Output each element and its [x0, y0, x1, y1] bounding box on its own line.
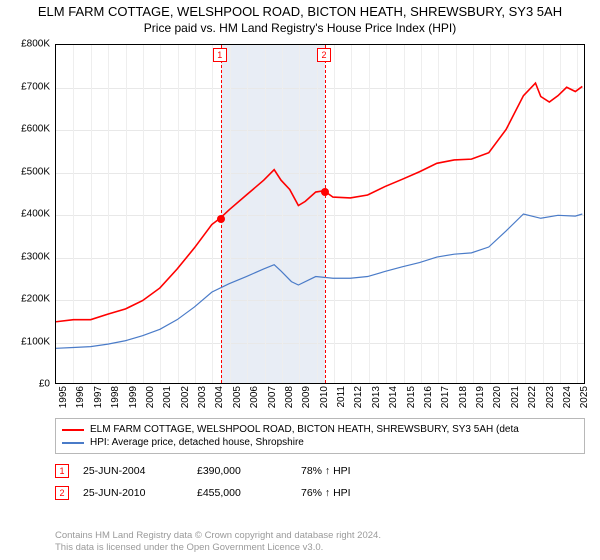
page-title: ELM FARM COTTAGE, WELSHPOOL ROAD, BICTON…: [0, 0, 600, 19]
transaction-row: 2 25-JUN-2010 £455,000 76% ↑ HPI: [55, 482, 585, 504]
xtick-label: 2007: [267, 386, 278, 416]
xtick-label: 2015: [406, 386, 417, 416]
xtick-label: 2018: [458, 386, 469, 416]
marker-dot: [217, 215, 225, 223]
xtick-label: 2000: [145, 386, 156, 416]
xtick-label: 2021: [510, 386, 521, 416]
xtick-label: 2019: [475, 386, 486, 416]
xtick-label: 2013: [371, 386, 382, 416]
xtick-label: 2001: [162, 386, 173, 416]
xtick-label: 2009: [301, 386, 312, 416]
xtick-label: 2006: [249, 386, 260, 416]
ytick-label: £800K: [5, 39, 50, 50]
ytick-label: £700K: [5, 81, 50, 92]
ytick-label: £500K: [5, 166, 50, 177]
legend-item: ELM FARM COTTAGE, WELSHPOOL ROAD, BICTON…: [62, 423, 578, 436]
transaction-hpi: 76% ↑ HPI: [301, 487, 381, 499]
ytick-label: £0: [5, 379, 50, 390]
xtick-label: 1999: [128, 386, 139, 416]
ytick-label: £200K: [5, 294, 50, 305]
transaction-number: 2: [55, 486, 69, 500]
xtick-label: 2017: [440, 386, 451, 416]
xtick-label: 2005: [232, 386, 243, 416]
marker-box: 2: [317, 48, 331, 62]
transaction-date: 25-JUN-2010: [83, 487, 183, 499]
xtick-label: 2004: [214, 386, 225, 416]
xtick-label: 2023: [545, 386, 556, 416]
xtick-label: 1998: [110, 386, 121, 416]
transaction-date: 25-JUN-2004: [83, 465, 183, 477]
legend-label: HPI: Average price, detached house, Shro…: [90, 437, 304, 448]
xtick-label: 2002: [180, 386, 191, 416]
ytick-label: £600K: [5, 124, 50, 135]
marker-box: 1: [213, 48, 227, 62]
xtick-label: 1995: [58, 386, 69, 416]
series-hpi: [56, 214, 582, 348]
xtick-label: 2003: [197, 386, 208, 416]
ytick-label: £400K: [5, 209, 50, 220]
legend-item: HPI: Average price, detached house, Shro…: [62, 436, 578, 449]
chart: [55, 44, 585, 384]
xtick-label: 2010: [319, 386, 330, 416]
xtick-label: 2016: [423, 386, 434, 416]
xtick-label: 2012: [353, 386, 364, 416]
xtick-label: 2014: [388, 386, 399, 416]
legend-swatch: [62, 442, 84, 444]
xtick-label: 1997: [93, 386, 104, 416]
xtick-label: 2025: [579, 386, 590, 416]
xtick-label: 2024: [562, 386, 573, 416]
xtick-label: 2008: [284, 386, 295, 416]
footnote-line: This data is licensed under the Open Gov…: [55, 542, 381, 554]
transaction-row: 1 25-JUN-2004 £390,000 78% ↑ HPI: [55, 460, 585, 482]
transaction-price: £455,000: [197, 487, 287, 499]
transaction-hpi: 78% ↑ HPI: [301, 465, 381, 477]
ytick-label: £300K: [5, 251, 50, 262]
transaction-number: 1: [55, 464, 69, 478]
xtick-label: 2011: [336, 386, 347, 416]
transactions-table: 1 25-JUN-2004 £390,000 78% ↑ HPI 2 25-JU…: [55, 460, 585, 504]
marker-dot: [321, 188, 329, 196]
xtick-label: 2020: [492, 386, 503, 416]
plot-svg: [56, 45, 584, 383]
legend-swatch: [62, 429, 84, 431]
legend-label: ELM FARM COTTAGE, WELSHPOOL ROAD, BICTON…: [90, 424, 519, 435]
xtick-label: 1996: [75, 386, 86, 416]
legend: ELM FARM COTTAGE, WELSHPOOL ROAD, BICTON…: [55, 418, 585, 454]
page-subtitle: Price paid vs. HM Land Registry's House …: [0, 19, 600, 39]
footnote-line: Contains HM Land Registry data © Crown c…: [55, 530, 381, 542]
footnote: Contains HM Land Registry data © Crown c…: [55, 530, 381, 554]
ytick-label: £100K: [5, 336, 50, 347]
xtick-label: 2022: [527, 386, 538, 416]
series-price_paid: [56, 83, 582, 322]
transaction-price: £390,000: [197, 465, 287, 477]
